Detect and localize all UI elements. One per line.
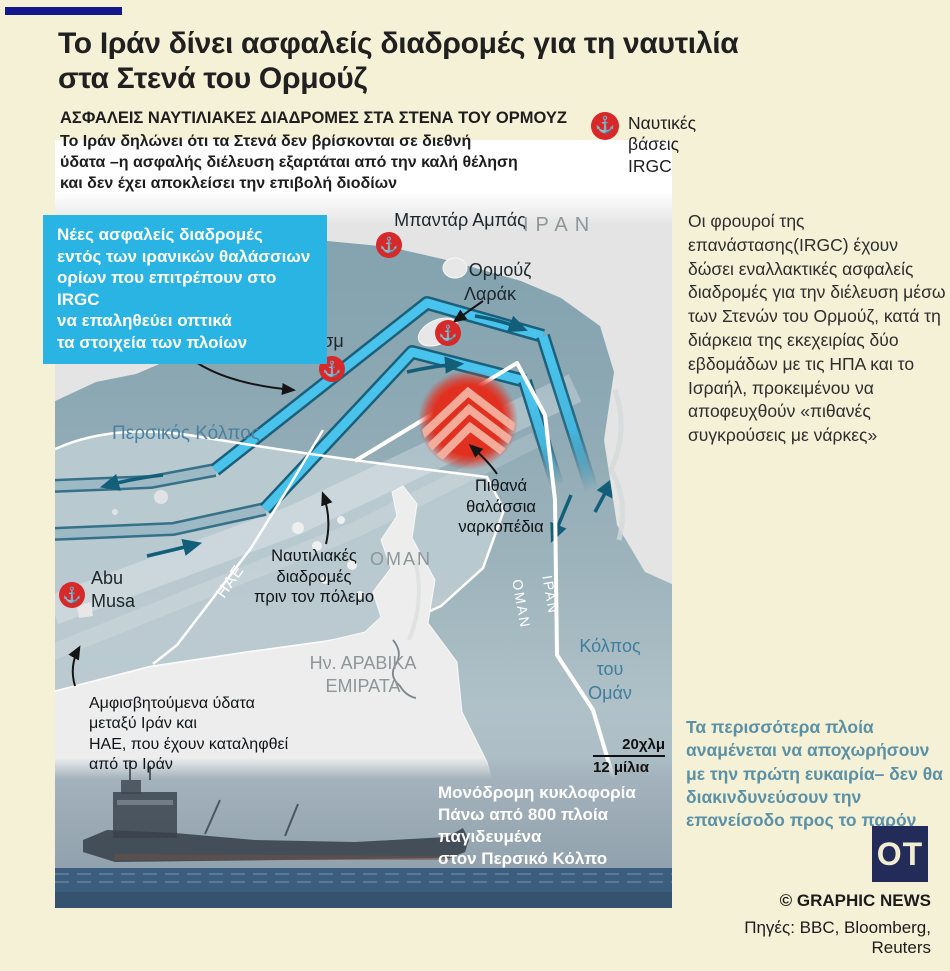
old-lane-ghost-2 [55, 432, 539, 660]
safe-routes-callout: Νέες ασφαλείς διαδρομές εντός των ιρανικ… [43, 215, 327, 365]
anchor-icon-bandar-abbas: ⚓ [376, 232, 402, 258]
iran-terrain-texture [608, 389, 626, 541]
anchor-icon-abu-musa: ⚓ [59, 582, 85, 608]
map-header-backing [55, 140, 672, 225]
islet-1 [154, 490, 168, 504]
label-disputed-waters: Αμφισβητούμενα ύδατα μεταξύ Ιράν και ΗΑΕ… [89, 695, 289, 774]
anchor-glyph: ⚓ [379, 236, 399, 254]
ot-logo: OT [872, 826, 928, 882]
anchor-icon-larak: ⚓ [435, 320, 461, 346]
scale-km: 20χλμ [593, 736, 665, 757]
musandam-islets [292, 516, 364, 599]
sources: Πηγές: BBC, Bloomberg, Reuters [744, 918, 931, 957]
abu-musa-island [77, 602, 93, 618]
label-persian-gulf: Περσικός Κόλπος [112, 423, 260, 444]
route-corridors-west [55, 463, 267, 541]
page-title: Το Ιράν δίνει ασφαλείς διαδρομές για τη … [58, 27, 739, 96]
hormuz-island [442, 257, 468, 279]
label-iran: ΙΡΑΝ [523, 214, 597, 236]
body-paragraph: Οι φρουροί της επανάστασης(IRGC) έχουν δ… [688, 211, 946, 446]
anchor-glyph: ⚓ [595, 117, 615, 134]
scale-bar: 20χλμ 12 μίλια [593, 736, 665, 776]
oman-uae-border [391, 639, 417, 699]
label-bandar-abbas: Μπαντάρ Αμπάς [394, 210, 526, 230]
anchor-glyph: ⚓ [62, 586, 82, 604]
copyright: © GRAPHIC NEWS [779, 891, 931, 910]
map-kicker: ΑΣΦΑΛΕΙΣ ΝΑΥΤΙΛΙΑΚΕΣ ΔΙΑΔΡΟΜΕΣ ΣΤΑ ΣΤΕΝΑ… [60, 109, 567, 127]
legend-irgc-bases: ⚓ Ναυτικές βάσεις IRGC [591, 112, 696, 177]
ships-note: Τα περισσότερα πλοία αναμένεται να αποχω… [686, 717, 943, 831]
larak-arrow [452, 300, 484, 323]
ship-photo [55, 758, 672, 908]
label-gulf-of-oman: Κόλπος του Ομάν [579, 636, 641, 703]
label-oman: OMAN [370, 549, 432, 569]
disputed-arrow [68, 645, 81, 687]
label-minefields: Πιθανά θαλάσσια ναρκοπέδια [458, 477, 544, 537]
map-subtitle: Το Ιράν δηλώνει ότι τα Στενά δεν βρίσκον… [60, 133, 518, 193]
label-hormuz-island: Ορμούζ [468, 260, 532, 280]
brand-bar [5, 7, 122, 15]
prewar-route-line [353, 361, 619, 791]
minefield-arrow [468, 444, 498, 475]
label-ship-caption: Μονόδρομη κυκλοφορία Πάνω από 800 πλοία … [438, 783, 636, 869]
label-uae: Ην. ΑΡΑΒΙΚΑ ΕΜΙΡΑΤΑ [309, 653, 417, 696]
label-abu-musa: Abu Musa [91, 568, 136, 612]
label-larak-island: Λαράκ [463, 284, 517, 304]
prewar-route-arrow [321, 491, 333, 545]
legend-label: Ναυτικές βάσεις IRGC [628, 113, 697, 176]
musandam-terrain-texture [407, 559, 421, 641]
islet-2 [112, 509, 118, 515]
scale-miles: 12 μίλια [593, 759, 649, 776]
white-boundaries [55, 361, 619, 791]
anchor-glyph: ⚓ [438, 324, 458, 342]
minefield-marker [418, 370, 518, 470]
anchor-glyph: ⚓ [322, 360, 342, 378]
label-prewar-routes: Ναυτιλιακές διαδρομές πριν τον πόλεμο [253, 547, 375, 607]
anchor-icon: ⚓ [591, 112, 619, 140]
